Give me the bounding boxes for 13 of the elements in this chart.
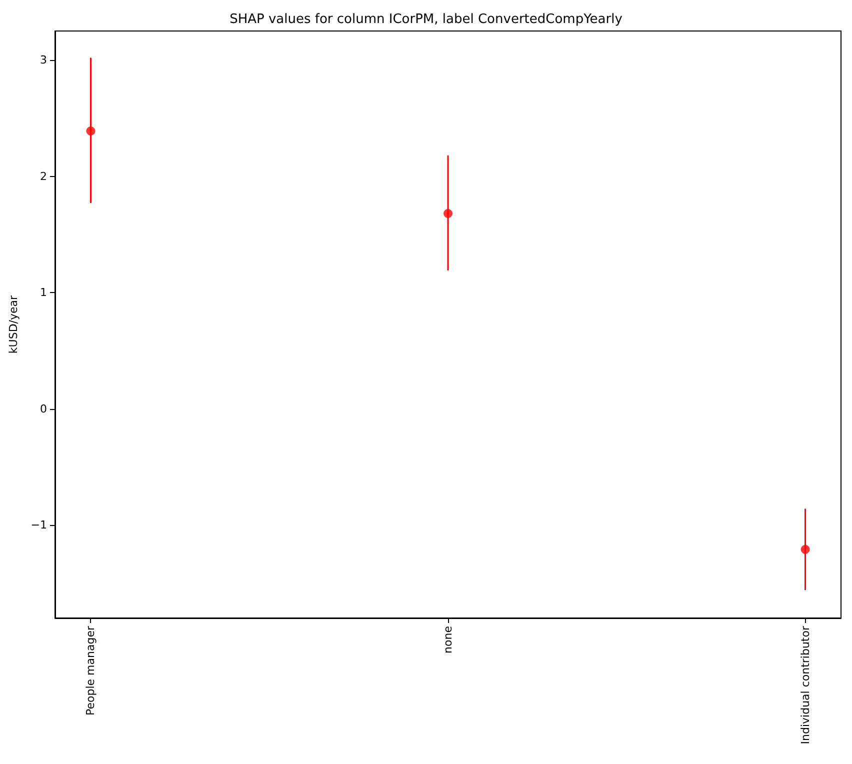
x-tick-label: Individual contributor: [798, 626, 812, 744]
y-tick-label: 1: [40, 286, 47, 300]
x-tick-label: none: [442, 626, 454, 654]
y-tick-label: 0: [40, 402, 47, 416]
y-tick-label: 2: [40, 170, 47, 183]
y-axis-title: kUSD/year: [7, 294, 20, 354]
y-tick-label: 3: [40, 54, 47, 67]
point: [800, 544, 810, 554]
x-tick-label: People manager: [84, 626, 98, 716]
y-tick-label: −1: [30, 518, 47, 532]
chart-title: SHAP values for column ICorPM, label ConvertedCompYearly: [230, 12, 623, 27]
point: [86, 126, 96, 136]
point: [444, 208, 452, 218]
